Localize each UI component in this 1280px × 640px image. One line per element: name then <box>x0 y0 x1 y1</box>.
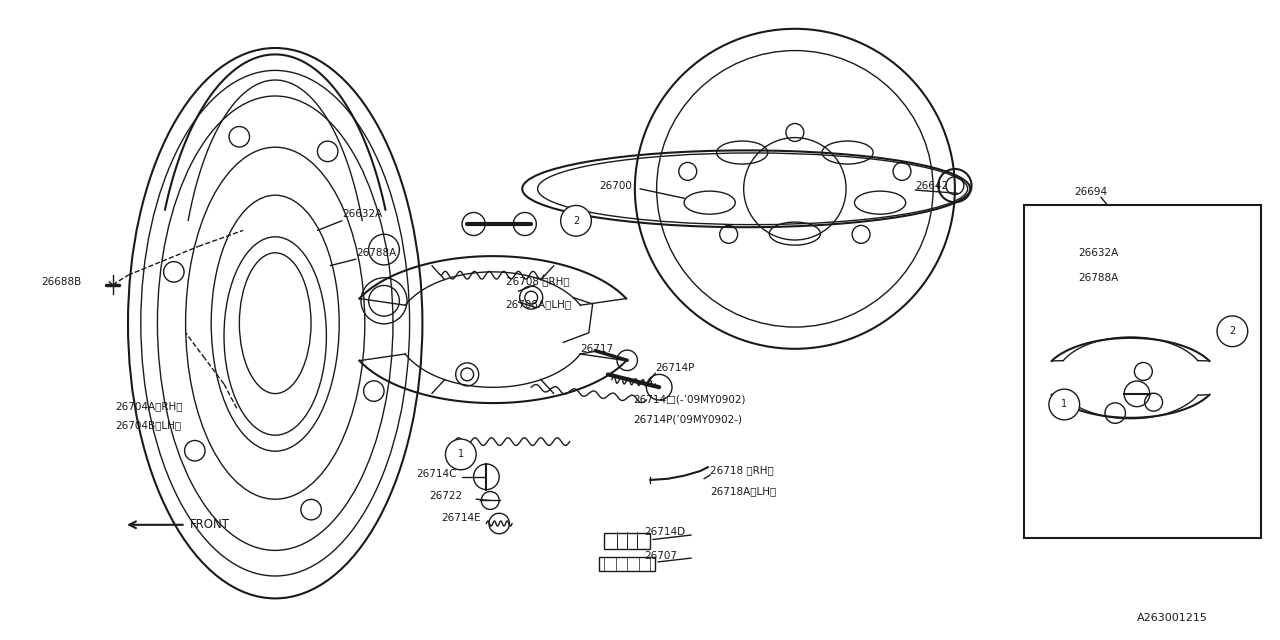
Text: 26694: 26694 <box>1074 187 1107 197</box>
Text: 26714E: 26714E <box>442 513 481 524</box>
Text: 26642: 26642 <box>915 180 948 191</box>
Bar <box>1024 205 1261 538</box>
Text: 26708A〈LH〉: 26708A〈LH〉 <box>506 299 572 309</box>
Text: 1: 1 <box>1061 399 1068 410</box>
Text: 26788A: 26788A <box>356 248 396 258</box>
Text: 26714□(-’09MY0902): 26714□(-’09MY0902) <box>634 395 746 405</box>
Bar <box>599 557 655 571</box>
Text: 26688B: 26688B <box>41 276 81 287</box>
Circle shape <box>1048 389 1079 420</box>
Text: 2: 2 <box>573 216 579 226</box>
Text: FRONT: FRONT <box>189 518 229 531</box>
Bar <box>604 533 650 549</box>
Circle shape <box>445 439 476 470</box>
Text: 26718 〈RH〉: 26718 〈RH〉 <box>710 465 774 476</box>
Circle shape <box>561 205 591 236</box>
Text: 26707: 26707 <box>644 550 677 561</box>
Text: 26632A: 26632A <box>1078 248 1117 258</box>
Text: 26704A〈RH〉: 26704A〈RH〉 <box>115 401 183 412</box>
Text: 26632A: 26632A <box>342 209 381 220</box>
Text: 2: 2 <box>1229 326 1235 336</box>
Text: 26704B〈LH〉: 26704B〈LH〉 <box>115 420 182 431</box>
Text: 1: 1 <box>458 449 463 460</box>
Text: A263001215: A263001215 <box>1137 612 1207 623</box>
Text: 26700: 26700 <box>599 180 632 191</box>
Text: 26714C: 26714C <box>416 468 457 479</box>
Text: 26718A〈LH〉: 26718A〈LH〉 <box>710 486 777 497</box>
Text: 26714P(’09MY0902-): 26714P(’09MY0902-) <box>634 414 742 424</box>
Text: 26714D: 26714D <box>644 527 685 538</box>
Text: 26714P: 26714P <box>655 363 695 373</box>
Text: 26717: 26717 <box>580 344 613 354</box>
Circle shape <box>1217 316 1248 347</box>
Text: 26722: 26722 <box>429 491 462 501</box>
Text: 26788A: 26788A <box>1078 273 1117 284</box>
Text: 26708 〈RH〉: 26708 〈RH〉 <box>506 276 570 287</box>
